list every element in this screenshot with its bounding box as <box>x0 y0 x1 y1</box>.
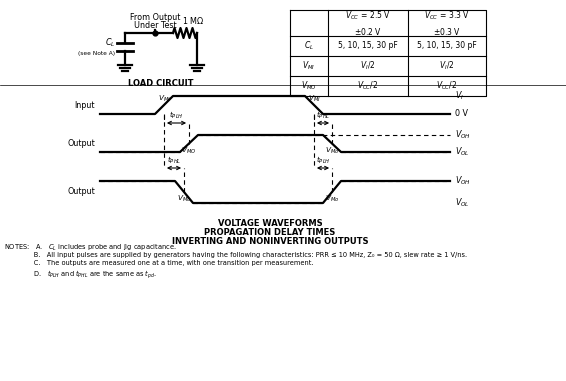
Text: INVERTING AND NONINVERTING OUTPUTS: INVERTING AND NONINVERTING OUTPUTS <box>171 237 368 246</box>
Text: $t_{PLH}$: $t_{PLH}$ <box>169 110 184 121</box>
Text: From Output: From Output <box>130 13 180 22</box>
Text: PROPAGATION DELAY TIMES: PROPAGATION DELAY TIMES <box>204 228 336 237</box>
Text: $V_{Mo}$: $V_{Mo}$ <box>325 146 339 156</box>
Text: 5, 10, 15, 30 pF: 5, 10, 15, 30 pF <box>338 42 398 51</box>
Text: LOAD CIRCUIT: LOAD CIRCUIT <box>128 79 194 88</box>
Text: B.   All input pulses are supplied by generators having the following characteri: B. All input pulses are supplied by gene… <box>4 251 467 258</box>
Text: Output: Output <box>67 139 95 148</box>
Text: $V_{MO}$: $V_{MO}$ <box>301 80 317 92</box>
Text: $V_{CC}$/2: $V_{CC}$/2 <box>436 80 458 92</box>
Text: $V_{MI}$: $V_{MI}$ <box>307 94 320 104</box>
Text: Input: Input <box>75 101 95 109</box>
Text: 1 M$\Omega$: 1 M$\Omega$ <box>182 15 204 26</box>
Text: $C_L$: $C_L$ <box>304 40 314 52</box>
Text: $t_{PHL}$: $t_{PHL}$ <box>167 155 181 166</box>
Text: VOLTAGE WAVEFORMS: VOLTAGE WAVEFORMS <box>218 219 322 228</box>
Text: $V_{OH}$: $V_{OH}$ <box>455 129 471 141</box>
Text: $V_{Mo}$: $V_{Mo}$ <box>177 194 191 204</box>
Text: $t_{PHL}$: $t_{PHL}$ <box>316 110 330 121</box>
Text: 0 V: 0 V <box>455 109 468 118</box>
Text: $V_I$: $V_I$ <box>455 90 464 102</box>
Text: $V_{MI}$: $V_{MI}$ <box>157 94 170 104</box>
Text: (see Note A): (see Note A) <box>78 51 115 56</box>
Text: $V_{OH}$: $V_{OH}$ <box>455 175 471 187</box>
Text: $V_{CC}$/2: $V_{CC}$/2 <box>357 80 379 92</box>
Text: $V_I$/2: $V_I$/2 <box>439 60 454 72</box>
Text: $V_I$/2: $V_I$/2 <box>361 60 376 72</box>
Text: $V_{OL}$: $V_{OL}$ <box>455 197 470 209</box>
Text: C.   The outputs are measured one at a time, with one transition per measurement: C. The outputs are measured one at a tim… <box>4 260 314 266</box>
Text: $V_{MO}$: $V_{MO}$ <box>181 146 196 156</box>
Text: Under Test: Under Test <box>134 21 177 30</box>
Text: $t_{PLH}$: $t_{PLH}$ <box>316 155 331 166</box>
Text: D.   $t_{PLH}$ and $t_{PHL}$ are the same as $t_{pd}$.: D. $t_{PLH}$ and $t_{PHL}$ are the same … <box>4 269 157 281</box>
Text: $V_{OL}$: $V_{OL}$ <box>455 146 470 158</box>
Text: $C_L$: $C_L$ <box>105 37 115 49</box>
Text: NOTES:   A.   $C_L$ includes probe and jig capacitance.: NOTES: A. $C_L$ includes probe and jig c… <box>4 243 177 253</box>
Text: $V_{MI}$: $V_{MI}$ <box>302 60 316 72</box>
Text: $V_{CC}$ = 3.3 V
$\pm$0.3 V: $V_{CC}$ = 3.3 V $\pm$0.3 V <box>424 10 470 37</box>
Text: Output: Output <box>67 187 95 197</box>
Text: $V_{CC}$ = 2.5 V
$\pm$0.2 V: $V_{CC}$ = 2.5 V $\pm$0.2 V <box>345 10 391 37</box>
Text: 5, 10, 15, 30 pF: 5, 10, 15, 30 pF <box>417 42 477 51</box>
Text: $V_{Mo}$: $V_{Mo}$ <box>325 194 339 204</box>
